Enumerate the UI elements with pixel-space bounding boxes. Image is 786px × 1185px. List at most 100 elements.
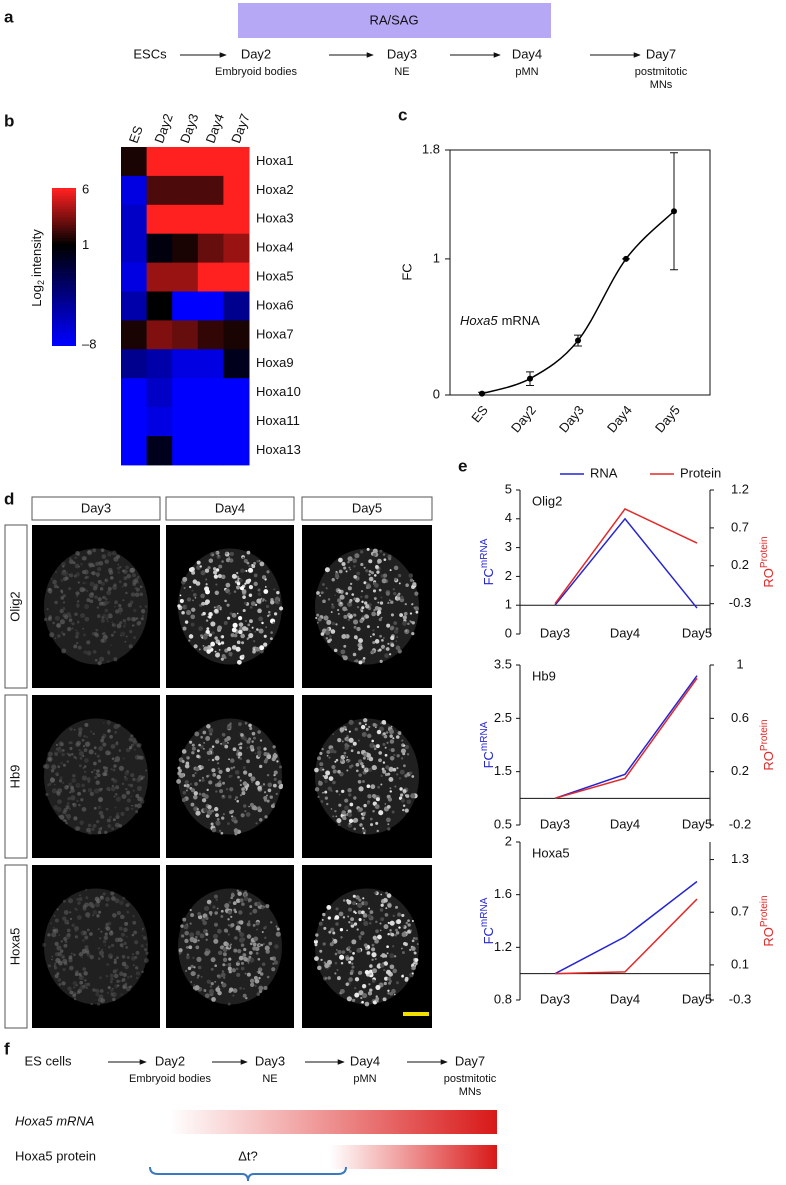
cell — [215, 551, 218, 554]
cell — [275, 925, 278, 928]
cell — [103, 935, 108, 941]
cell — [111, 550, 117, 556]
cell — [100, 998, 106, 1003]
heatmap-cell — [172, 436, 199, 466]
cell — [112, 997, 116, 1002]
cell — [68, 618, 73, 622]
cell — [340, 754, 346, 760]
cell — [232, 622, 238, 628]
cell — [123, 941, 127, 945]
cell — [364, 594, 369, 599]
cell — [231, 968, 236, 973]
cell — [82, 930, 87, 936]
y-tick-label: 1.6 — [494, 886, 512, 901]
cell — [217, 928, 222, 934]
cell — [256, 992, 261, 996]
cell — [115, 796, 121, 802]
cell — [98, 810, 104, 816]
cell — [126, 573, 132, 579]
cell — [326, 619, 332, 625]
cell — [389, 929, 392, 932]
cell — [326, 904, 332, 910]
cell — [329, 942, 334, 947]
colorbar-band — [52, 269, 76, 273]
treatment-label: RA/SAG — [369, 12, 418, 27]
cell — [185, 605, 188, 608]
cell — [180, 773, 185, 777]
cell — [367, 991, 373, 996]
cell — [108, 567, 113, 573]
cell — [75, 970, 79, 974]
cell — [66, 626, 72, 632]
cell — [411, 946, 416, 951]
cell — [368, 983, 371, 986]
cell — [220, 641, 225, 645]
cell — [129, 600, 134, 605]
cell — [68, 559, 74, 565]
cell — [203, 807, 209, 813]
heatmap-cell — [146, 320, 173, 350]
cell — [207, 566, 211, 570]
cell — [324, 567, 330, 573]
cell — [192, 956, 195, 959]
colorbar-band — [52, 211, 76, 215]
cell — [62, 899, 66, 903]
cell — [256, 598, 262, 604]
cell — [263, 985, 268, 991]
colorbar-band — [52, 303, 76, 307]
cell — [113, 724, 119, 730]
cell — [411, 966, 416, 970]
cell — [82, 745, 86, 748]
y-tick-label: 1.8 — [422, 141, 440, 156]
cell — [113, 556, 119, 562]
cell — [250, 776, 256, 782]
colorbar-band — [52, 188, 76, 191]
cell — [68, 587, 72, 591]
cell — [126, 617, 131, 621]
cell — [249, 619, 253, 624]
cell — [76, 595, 79, 598]
column-label: ES — [126, 123, 146, 145]
cell — [85, 896, 89, 900]
cell — [261, 906, 264, 910]
cell — [210, 621, 216, 627]
cell — [368, 921, 372, 925]
cell — [337, 598, 342, 603]
cell — [70, 785, 74, 790]
cell — [227, 933, 230, 936]
cell — [380, 917, 385, 922]
heatmap-cell — [223, 349, 250, 379]
cell — [113, 764, 117, 768]
cell — [260, 597, 263, 600]
cell — [69, 557, 72, 560]
cell — [360, 996, 363, 1000]
cell — [414, 937, 418, 941]
cell — [369, 988, 373, 992]
cell — [183, 784, 187, 787]
cell — [210, 641, 216, 647]
y2-tick-label: -0.2 — [729, 816, 751, 831]
cell — [112, 778, 118, 784]
cell — [49, 632, 55, 638]
cell — [90, 1002, 93, 1006]
cell — [60, 589, 64, 593]
delay-label: Δt? — [238, 1148, 258, 1163]
cell — [371, 943, 375, 947]
heatmap-cell — [223, 378, 250, 408]
cell — [396, 754, 400, 758]
cell — [68, 955, 73, 960]
cell — [237, 949, 242, 954]
stage-note: MNs — [459, 1086, 482, 1098]
cell — [257, 970, 261, 974]
cell — [360, 724, 366, 730]
cell — [100, 638, 105, 643]
heatmap-cell — [121, 349, 148, 379]
cell — [227, 918, 230, 921]
cell — [254, 630, 257, 633]
colorbar-band — [52, 248, 76, 252]
cell — [275, 792, 278, 796]
cell — [346, 760, 349, 763]
cell — [86, 575, 89, 579]
cell — [363, 581, 367, 585]
cell — [328, 756, 331, 759]
